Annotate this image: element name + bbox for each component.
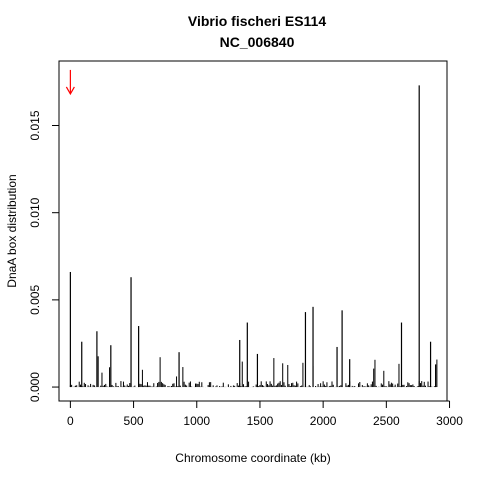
x-tick-label: 3000 [436,414,463,428]
plot-frame [58,60,448,402]
x-tick-label: 2000 [310,414,337,428]
y-axis-label: DnaA box distribution [5,174,19,287]
y-tick-label: 0.015 [28,110,42,140]
x-tick-label: 1500 [247,414,274,428]
bars-layer [69,85,438,388]
y-tick-label: 0.010 [28,197,42,227]
x-tick-label: 500 [124,414,144,428]
y-axis: 0.000 0.005 0.010 0.015 [28,110,60,402]
x-tick-label: 0 [67,414,74,428]
chart-title: Vibrio fischeri ES114 [188,13,326,29]
y-tick-label: 0.000 [28,372,42,402]
x-axis: 0 500 1000 1500 2000 2500 3000 [67,400,463,428]
y-tick-label: 0.005 [28,285,42,315]
marker-layer [65,69,75,96]
x-tick-label: 2500 [373,414,400,428]
x-tick-label: 1000 [183,414,210,428]
chart-subtitle: NC_006840 [220,34,295,50]
origin-arrow-head [65,86,75,96]
x-axis-label: Chromosome coordinate (kb) [175,451,330,465]
